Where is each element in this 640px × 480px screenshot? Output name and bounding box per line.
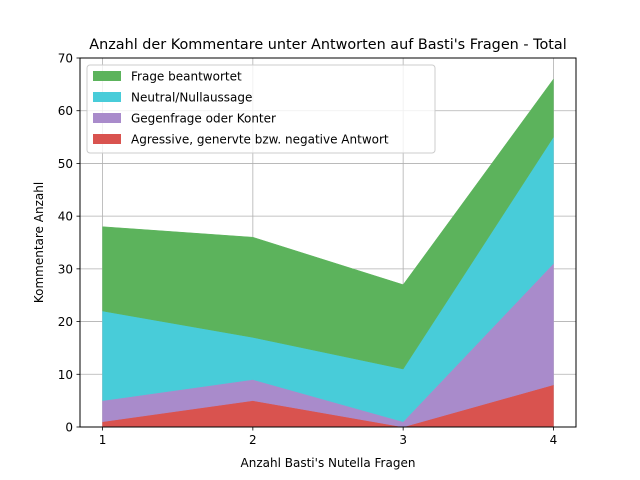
y-axis-label: Kommentare Anzahl [32,182,46,303]
area-series-3 [102,78,554,370]
legend-label: Gegenfrage oder Konter [131,112,276,126]
y-tick-label: 20 [58,315,73,329]
legend-swatch [93,113,121,123]
x-tick-label: 2 [249,433,257,447]
y-tick-label: 60 [58,104,73,118]
y-tick-label: 0 [65,421,73,435]
legend-swatch [93,92,121,102]
x-tick-label: 3 [399,433,407,447]
y-tick-label: 40 [58,210,73,224]
y-tick-label: 10 [58,368,73,382]
legend-swatch [93,71,121,81]
y-tick-label: 30 [58,262,73,276]
legend-label: Agressive, genervte bzw. negative Antwor… [131,133,389,147]
legend-label: Neutral/Nullaussage [131,91,252,105]
x-tick-label: 4 [550,433,558,447]
legend-label: Frage beantwortet [131,70,242,84]
plot-frame [79,57,577,428]
chart-title: Anzahl der Kommentare unter Antworten au… [89,37,567,53]
x-tick-label: 1 [99,433,107,447]
y-axis-ticks: 0 10 20 30 40 50 60 70 [58,52,80,435]
legend-box [86,64,436,154]
legend: Frage beantwortet Neutral/Nullaussage Gege… [86,64,436,154]
area-series-group [102,78,554,428]
x-axis-label: Anzahl Basti's Nutella Fragen [241,456,416,470]
legend-swatch [93,134,121,144]
x-axis-ticks: 1 2 3 4 [99,427,558,447]
y-tick-label: 70 [58,52,73,66]
y-tick-label: 50 [58,157,73,171]
